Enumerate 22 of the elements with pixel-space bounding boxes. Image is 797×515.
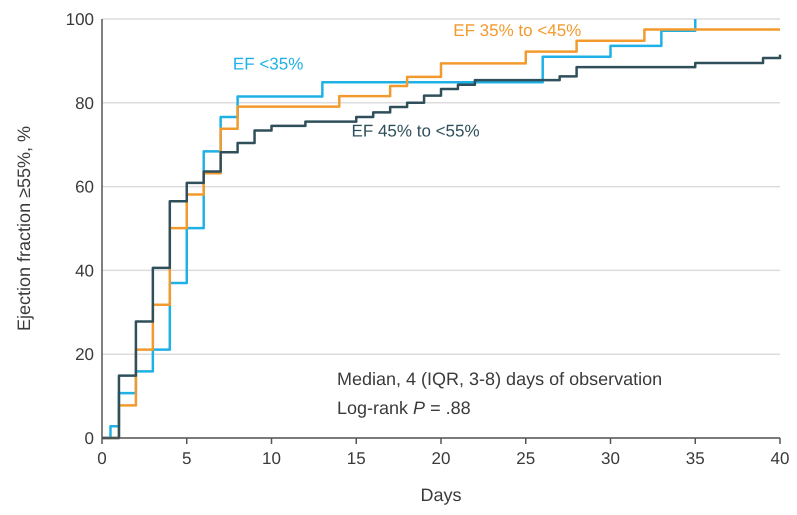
y-tick-label: 100 <box>66 10 94 29</box>
series-label: EF 45% to <55% <box>352 121 480 140</box>
y-tick-label: 60 <box>75 178 94 197</box>
x-tick-label: 40 <box>770 449 790 468</box>
x-axis-title: Days <box>420 485 462 505</box>
y-tick-label: 80 <box>75 94 94 113</box>
y-axis-title: Ejection fraction ≥55%, % <box>14 126 34 331</box>
x-tick-label: 30 <box>601 449 620 468</box>
series-label: EF <35% <box>232 54 304 74</box>
annotation: Log-rank P = .88 <box>337 398 471 418</box>
x-tick-label: 10 <box>262 449 281 468</box>
x-tick-label: 25 <box>516 449 536 468</box>
x-tick-label: 35 <box>686 449 705 468</box>
x-tick-label: 5 <box>182 449 192 468</box>
annotation: Median, 4 (IQR, 3-8) days of observation <box>337 369 662 389</box>
y-tick-label: 20 <box>75 345 94 364</box>
x-tick-label: 15 <box>346 449 366 468</box>
x-tick-label: 20 <box>432 449 450 468</box>
y-tick-label: 0 <box>84 429 94 448</box>
series-label: EF 35% to <45% <box>453 20 582 40</box>
x-tick-label: 0 <box>97 449 107 468</box>
y-tick-label: 40 <box>75 261 94 280</box>
